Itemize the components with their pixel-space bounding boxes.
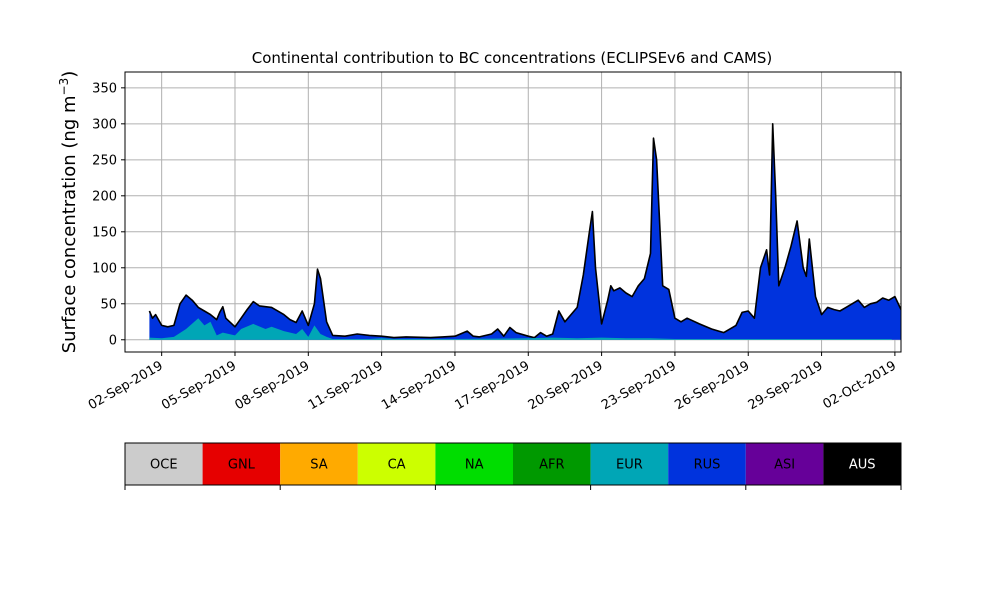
legend: OCE GNL SA CA NA AFR EUR RUS ASI AUS bbox=[124, 442, 902, 490]
legend-swatch-oce bbox=[125, 443, 203, 485]
legend-swatch-eur bbox=[590, 443, 669, 485]
legend-label: AFR bbox=[539, 458, 564, 473]
legend-swatch-aus bbox=[823, 443, 901, 485]
legend-label: GNL bbox=[228, 458, 256, 473]
legend-label: NA bbox=[465, 458, 484, 473]
y-tick-label: 50 bbox=[100, 297, 117, 312]
legend-swatch-asi bbox=[745, 443, 824, 485]
y-tick-label: 200 bbox=[92, 189, 117, 204]
grid bbox=[125, 72, 901, 352]
y-axis-title: Surface concentration (ng m−3) bbox=[57, 71, 80, 354]
series-area-rus bbox=[149, 123, 901, 340]
total-outline bbox=[148, 123, 901, 339]
y-tick-label: 150 bbox=[92, 225, 117, 240]
y-tick-label: 350 bbox=[92, 81, 117, 96]
legend-label: ASI bbox=[774, 458, 795, 473]
legend-label: EUR bbox=[616, 458, 643, 473]
legend-label: AUS bbox=[849, 458, 876, 473]
series-area-eur bbox=[149, 318, 892, 340]
legend-label: RUS bbox=[694, 458, 721, 473]
legend-swatch-na bbox=[435, 443, 513, 485]
legend-swatch-gnl bbox=[202, 443, 281, 485]
legend-swatch-afr bbox=[513, 443, 591, 485]
y-tick-label: 300 bbox=[92, 117, 117, 132]
legend-label: OCE bbox=[150, 458, 178, 473]
legend-swatch-ca bbox=[357, 443, 436, 485]
legend-label: CA bbox=[388, 458, 406, 473]
y-tick-label: 100 bbox=[92, 261, 117, 276]
legend-frame bbox=[124, 442, 902, 486]
y-tick-label: 0 bbox=[109, 333, 117, 348]
legend-swatch-rus bbox=[668, 443, 746, 485]
y-axis: 0 50 100 150 200 250 300 350 bbox=[92, 81, 125, 348]
series-layer bbox=[148, 123, 901, 340]
legend-label: SA bbox=[310, 458, 327, 473]
chart-title: Continental contribution to BC concentra… bbox=[252, 49, 773, 67]
plot-frame bbox=[124, 71, 902, 353]
y-tick-label: 250 bbox=[92, 153, 117, 168]
legend-swatch-sa bbox=[280, 443, 358, 485]
